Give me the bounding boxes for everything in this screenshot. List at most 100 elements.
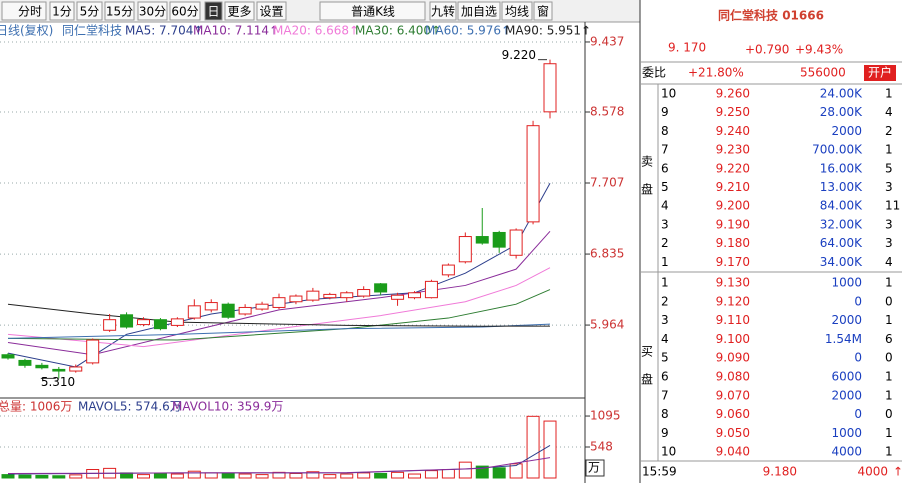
volume-bar — [543, 420, 557, 479]
tool-button[interactable] — [533, 1, 553, 21]
high-label: 9.220 — [502, 48, 536, 62]
candle-body — [204, 302, 218, 311]
last-trade-field: 15:59 — [642, 465, 677, 479]
price: 9.200 — [716, 199, 750, 213]
candle-body — [323, 293, 337, 299]
volume-bar — [18, 474, 32, 479]
y-tick-label: 1095 — [590, 409, 621, 423]
tab-label: 日 — [207, 5, 219, 19]
count: 1 — [885, 276, 893, 290]
level: 2 — [661, 294, 669, 308]
volume-bar — [221, 472, 235, 479]
price: 9.110 — [716, 313, 750, 327]
count: 0 — [885, 351, 893, 365]
volume-bar — [408, 473, 421, 479]
count: 1 — [885, 370, 893, 384]
volume-bar — [1, 474, 15, 479]
count: 1 — [885, 143, 893, 157]
volume: 2000 — [831, 124, 862, 138]
tool-button[interactable] — [501, 1, 533, 21]
candle-body — [357, 289, 371, 297]
count: 1 — [885, 445, 893, 459]
volume-bar — [35, 474, 49, 479]
tab-label: 15分 — [106, 5, 133, 19]
tool-button[interactable] — [429, 1, 457, 21]
tab-label: 60分 — [171, 5, 198, 19]
volume-bar — [289, 472, 303, 479]
price: 9.180 — [716, 236, 750, 250]
price: 9.090 — [716, 351, 750, 365]
volume-bar — [357, 472, 371, 479]
price: 9.230 — [716, 143, 750, 157]
side-label: 盘 — [641, 372, 653, 387]
candle-body — [526, 125, 540, 223]
weibi: +21.80% — [688, 66, 744, 80]
ma-line — [7, 289, 551, 341]
level: 9 — [661, 105, 669, 119]
volume: 4000 — [831, 445, 862, 459]
dropdown-label: 普通K线 — [351, 5, 395, 19]
volume-bar — [475, 465, 489, 479]
legend-entry: MA60: 5.976↑ — [425, 24, 511, 38]
volume: 0 — [854, 294, 862, 308]
low-label: 5.310 — [41, 375, 75, 389]
candle-body — [289, 295, 303, 303]
tab[interactable] — [204, 1, 223, 21]
volume-bar — [238, 473, 252, 479]
candle-body — [86, 339, 100, 364]
candle-body — [238, 306, 252, 315]
legend-entry: MA10: 7.114↑ — [193, 24, 279, 38]
volume: 6000 — [831, 370, 862, 384]
volume: 1000 — [831, 276, 862, 290]
tool-button[interactable] — [457, 1, 501, 21]
open-account-button[interactable] — [864, 65, 896, 81]
level: 7 — [661, 143, 669, 157]
volume-bar — [340, 473, 354, 479]
ma-line — [7, 303, 551, 327]
weibi-label: 委比 — [642, 66, 666, 80]
candle-body — [170, 318, 184, 326]
candle-body — [492, 231, 506, 248]
count: 3 — [885, 236, 893, 250]
level: 1 — [661, 276, 669, 290]
change: +0.790 — [745, 43, 789, 57]
price: 9.220 — [716, 161, 750, 175]
tab[interactable] — [49, 1, 75, 21]
tab[interactable] — [76, 1, 103, 21]
level: 4 — [661, 199, 669, 213]
volume-bar — [526, 415, 540, 479]
tab-label: 分时 — [18, 5, 42, 19]
legend-entry: MAVOL10: 359.9万 — [172, 400, 283, 414]
y-tick-label: 9.437 — [590, 34, 624, 48]
level: 6 — [661, 370, 669, 384]
tab[interactable] — [1, 1, 47, 21]
count: 11 — [885, 199, 900, 213]
count: 1 — [885, 388, 893, 402]
count: 0 — [885, 407, 893, 421]
level: 7 — [661, 388, 669, 402]
level: 3 — [661, 217, 669, 231]
tab[interactable] — [224, 1, 255, 21]
side-label: 卖 — [641, 155, 653, 169]
tool-label: 均线 — [505, 5, 529, 19]
y-tick-label: 548 — [590, 439, 613, 453]
level: 3 — [661, 313, 669, 327]
open-account-label: 开户 — [868, 65, 892, 80]
candle-body — [221, 303, 235, 318]
dropdown[interactable] — [319, 1, 426, 21]
tab[interactable] — [137, 1, 168, 21]
count: 4 — [885, 105, 893, 119]
volume-bar — [306, 471, 320, 479]
mavol-line — [7, 457, 551, 474]
change-pct: +9.43% — [795, 43, 843, 57]
price: 9.190 — [716, 217, 750, 231]
candle-body — [441, 264, 455, 276]
tab[interactable] — [256, 1, 287, 21]
unit-box — [585, 459, 605, 477]
last-trade-field: 4000 — [857, 465, 888, 479]
price: 9.040 — [716, 445, 750, 459]
price: 9.170 — [716, 255, 750, 269]
tab[interactable] — [104, 1, 135, 21]
candle-body — [35, 364, 49, 369]
tab[interactable] — [169, 1, 201, 21]
